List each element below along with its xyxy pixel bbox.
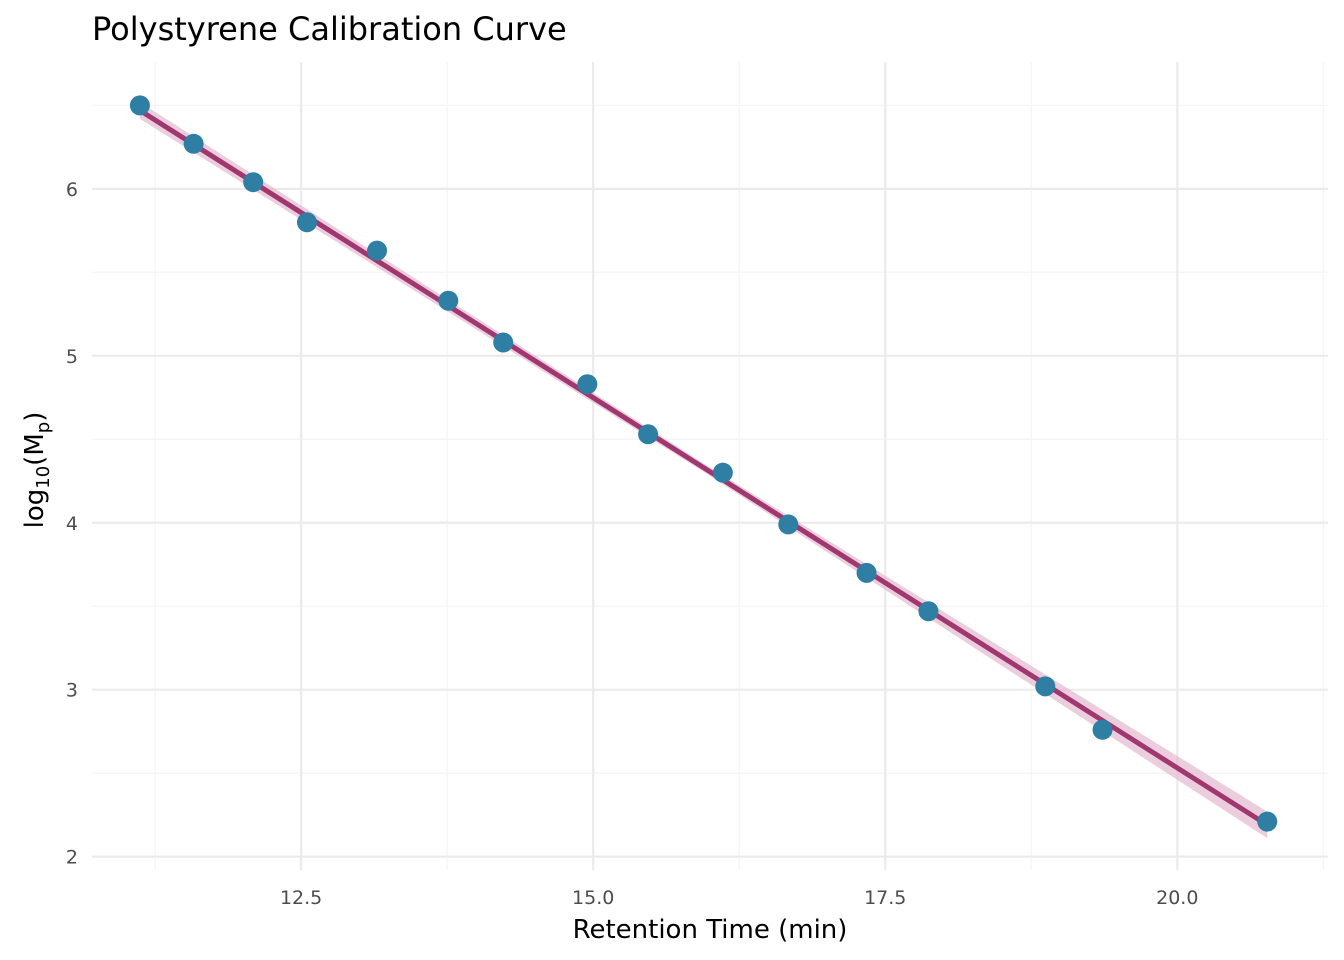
data-point-5	[438, 290, 459, 311]
data-point-13	[1035, 676, 1056, 697]
data-point-6	[493, 332, 514, 353]
x-axis-label: Retention Time (min)	[573, 915, 848, 945]
data-point-1	[183, 133, 204, 154]
fit-line-layer	[138, 108, 1269, 828]
y-axis-ticks: 2 3 4 5 6	[66, 179, 78, 869]
data-point-14	[1092, 719, 1113, 740]
fit-line	[138, 108, 1269, 828]
data-point-3	[296, 212, 317, 233]
y-axis-label-var-subscript: p	[33, 422, 54, 433]
data-point-2	[243, 172, 264, 193]
data-point-9	[712, 462, 733, 483]
data-point-12	[918, 601, 939, 622]
y-tick-label-0: 2	[66, 847, 78, 869]
y-axis-label-open: (M	[20, 433, 50, 466]
x-axis-ticks: 12.5 15.0 17.5 20.0	[280, 887, 1198, 909]
data-point-4	[367, 240, 388, 261]
chart-title: Polystyrene Calibration Curve	[92, 10, 567, 48]
x-tick-label-3: 20.0	[1156, 887, 1198, 909]
minor-grid	[92, 62, 1328, 870]
y-axis-label-prefix: log	[20, 489, 50, 529]
data-point-0	[129, 95, 150, 116]
y-tick-label-2: 4	[66, 513, 78, 535]
y-axis-label-prefix-subscript: 10	[33, 466, 54, 489]
x-tick-label-2: 17.5	[864, 887, 906, 909]
data-points-layer	[129, 95, 1278, 832]
data-point-10	[778, 514, 799, 535]
y-axis-label-close: )	[20, 412, 50, 422]
y-tick-label-4: 6	[66, 179, 78, 201]
data-point-8	[638, 424, 659, 445]
y-tick-label-1: 3	[66, 680, 78, 702]
y-axis-label: log10(Mp)	[20, 412, 54, 529]
x-tick-label-1: 15.0	[572, 887, 614, 909]
major-grid	[92, 62, 1328, 870]
x-tick-label-0: 12.5	[280, 887, 322, 909]
data-point-7	[577, 374, 598, 395]
y-tick-label-3: 5	[66, 346, 78, 368]
data-point-11	[856, 562, 877, 583]
data-point-15	[1257, 811, 1278, 832]
